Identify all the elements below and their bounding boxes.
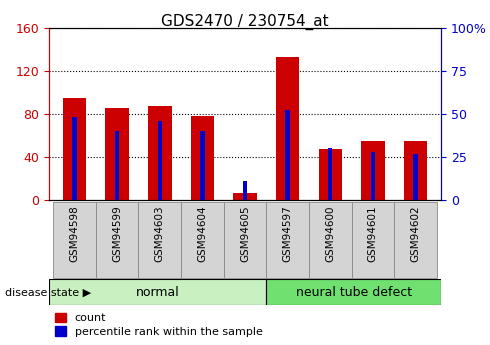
- Bar: [413, 154, 417, 200]
- Text: GSM94599: GSM94599: [112, 206, 122, 262]
- Text: GSM94597: GSM94597: [283, 206, 293, 262]
- Text: disease state ▶: disease state ▶: [5, 287, 91, 297]
- Bar: [53, 202, 96, 278]
- Bar: [139, 202, 181, 278]
- Bar: [200, 131, 204, 200]
- Bar: [318, 149, 342, 200]
- Bar: [361, 141, 385, 200]
- Bar: [309, 202, 351, 278]
- Text: GSM94601: GSM94601: [368, 206, 378, 262]
- Bar: [286, 110, 290, 200]
- Bar: [105, 108, 129, 200]
- Text: neural tube defect: neural tube defect: [295, 286, 412, 299]
- Bar: [276, 57, 299, 200]
- Bar: [404, 141, 427, 200]
- Bar: [181, 202, 224, 278]
- Bar: [328, 148, 332, 200]
- Bar: [243, 181, 247, 200]
- Bar: [351, 202, 394, 278]
- Text: GSM94603: GSM94603: [155, 206, 165, 262]
- Bar: [96, 202, 139, 278]
- Bar: [371, 152, 375, 200]
- Bar: [115, 131, 119, 200]
- Bar: [224, 202, 266, 278]
- Text: GSM94605: GSM94605: [240, 206, 250, 262]
- Text: GDS2470 / 230754_at: GDS2470 / 230754_at: [161, 14, 329, 30]
- Text: GSM94602: GSM94602: [411, 206, 420, 262]
- Bar: [148, 106, 171, 200]
- Bar: [158, 121, 162, 200]
- Text: GSM94604: GSM94604: [197, 206, 207, 262]
- Bar: [266, 202, 309, 278]
- Text: GSM94598: GSM94598: [70, 206, 79, 262]
- Legend: count, percentile rank within the sample: count, percentile rank within the sample: [54, 313, 263, 337]
- Bar: [73, 117, 77, 200]
- Bar: [394, 202, 437, 278]
- Text: GSM94600: GSM94600: [325, 206, 335, 262]
- Bar: [233, 193, 257, 200]
- Bar: [63, 98, 86, 200]
- Bar: [266, 279, 441, 305]
- Bar: [49, 279, 266, 305]
- Bar: [191, 116, 214, 200]
- Text: normal: normal: [136, 286, 179, 299]
